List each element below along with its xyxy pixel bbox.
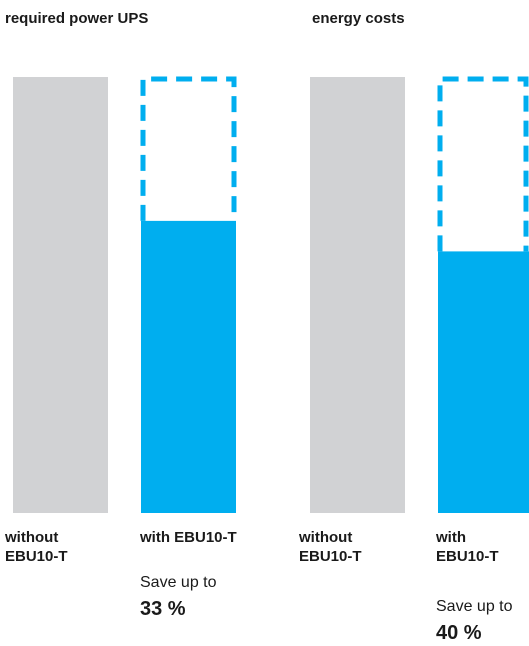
- bar-energy-without: [310, 77, 405, 513]
- bar-energy-with: [438, 251, 529, 513]
- chart-title-power: required power UPS: [5, 10, 149, 27]
- bar-power-with: [141, 220, 236, 513]
- savings-value-energy: 40 %: [436, 622, 482, 644]
- category-label-energy-with: with EBU10-T: [436, 529, 499, 565]
- bar-outline-power-original: [140, 76, 237, 221]
- savings-text-power: Save up to: [140, 574, 217, 591]
- savings-text-energy: Save up to: [436, 598, 513, 615]
- category-label-energy-without: without EBU10-T: [299, 529, 362, 565]
- chart-title-energy: energy costs: [312, 10, 405, 27]
- category-label-power-with: with EBU10-T: [140, 529, 237, 546]
- savings-value-power: 33 %: [140, 598, 186, 620]
- bar-power-without: [13, 77, 108, 513]
- category-label-power-without: without EBU10-T: [5, 529, 68, 565]
- bar-outline-energy-original: [437, 76, 529, 252]
